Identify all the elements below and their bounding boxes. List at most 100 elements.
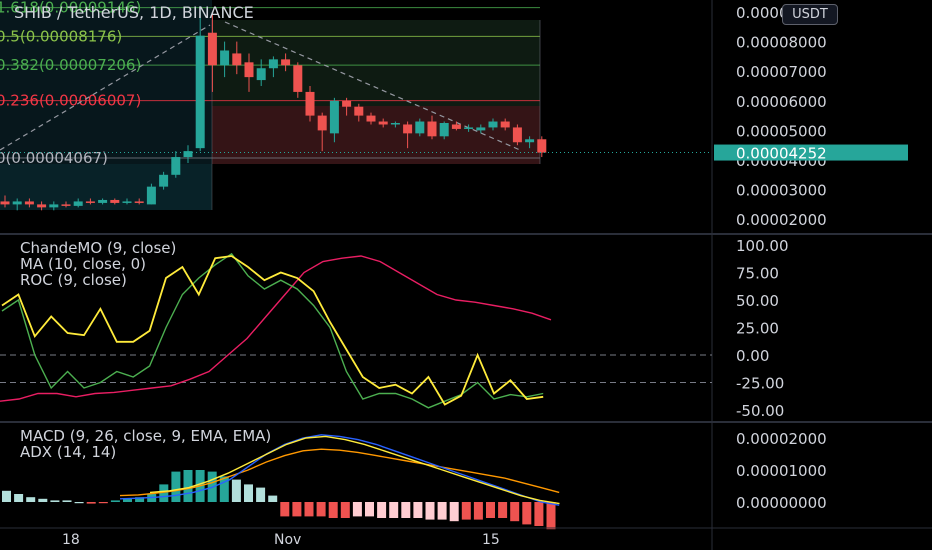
indicator-legend-macd[interactable]: MACD (9, 26, close, 9, EMA, EMA) (20, 427, 272, 445)
macd-histogram-bar (461, 502, 471, 520)
roc-line (0, 255, 552, 402)
candle (366, 115, 376, 122)
candle (256, 68, 266, 81)
time-tick-label: 15 (482, 532, 500, 548)
macd-histogram-bar (316, 502, 326, 517)
osc-tick-label: 25.00 (736, 320, 779, 338)
macd-histogram-bar (449, 502, 459, 522)
price-tick-label: 0.00008000 (736, 34, 827, 52)
macd-histogram-bar (292, 502, 302, 517)
adx-line (149, 435, 560, 505)
candle (232, 53, 242, 66)
candle (293, 65, 303, 92)
fib-zone-green (212, 20, 540, 106)
macd-histogram-bar (486, 502, 495, 518)
macd-tick-label: 0.00002000 (736, 430, 827, 448)
osc-tick-label: -50.00 (736, 402, 784, 420)
candle (146, 186, 156, 205)
candle (220, 50, 230, 66)
candle (476, 127, 486, 131)
indicator-legend-ma[interactable]: MA (10, close, 0) (20, 255, 147, 273)
time-tick-label: 18 (62, 532, 80, 548)
candle (268, 59, 278, 69)
candle (390, 123, 400, 125)
candle (195, 35, 205, 149)
candle (488, 121, 498, 128)
candle (525, 139, 535, 143)
candle (171, 157, 181, 175)
macd-histogram-bar (498, 502, 508, 518)
price-tick-label: 0.00002000 (736, 211, 827, 229)
macd-histogram-bar (473, 502, 483, 520)
macd-histogram-bar (14, 494, 24, 502)
fib-label: 0.382(0.00007206) (0, 56, 141, 74)
fib-label: 0(0.00004067) (0, 149, 108, 167)
signal-line (119, 448, 560, 497)
candle (61, 204, 71, 206)
candle (317, 115, 327, 131)
macd-histogram-bar (304, 502, 314, 517)
candle (329, 100, 339, 134)
currency-button[interactable]: USDT (782, 4, 838, 25)
candle (512, 127, 522, 143)
macd-histogram-bar (546, 502, 556, 530)
fib-label: 0.236(0.00006007) (0, 92, 141, 110)
macd-histogram-bar (2, 490, 11, 502)
macd-histogram-bar (50, 500, 60, 502)
macd-histogram-bar (437, 502, 447, 520)
candle (451, 124, 461, 129)
macd-histogram-bar (377, 502, 387, 518)
candle (0, 201, 10, 205)
candle (37, 204, 47, 208)
macd-histogram-bar (231, 479, 241, 502)
macd-histogram-bar (401, 502, 411, 518)
current-price-tag (714, 144, 908, 161)
macd-histogram-bar (110, 500, 120, 502)
candle (244, 62, 254, 78)
fib-label: 1.618(0.00009146) (0, 0, 141, 17)
macd-histogram-bar (219, 476, 229, 502)
fib-label: 0.5(0.00008176) (0, 27, 122, 45)
price-tick-label: 0.00007000 (736, 63, 827, 81)
chande-line (1, 255, 544, 406)
macd-histogram-bar (62, 500, 72, 502)
macd-histogram-bar (425, 502, 435, 520)
candle (122, 201, 132, 203)
osc-tick-label: -25.00 (736, 375, 784, 393)
macd-histogram-bar (365, 502, 374, 517)
candle (85, 201, 95, 203)
indicator-legend-roc[interactable]: ROC (9, close) (20, 271, 127, 289)
candle (342, 100, 352, 107)
candle (378, 121, 388, 125)
macd-histogram-bar (534, 502, 544, 526)
macd-histogram-bar (389, 502, 399, 518)
candle (281, 59, 291, 66)
candle (110, 199, 120, 203)
candle (183, 151, 193, 158)
macd-histogram-bar (86, 502, 96, 504)
macd-histogram-bar (328, 502, 338, 518)
trend-line-up (0, 24, 211, 151)
indicator-legend-adx[interactable]: ADX (14, 14) (20, 443, 117, 461)
macd-histogram-bar (171, 471, 181, 502)
candle (354, 106, 364, 116)
candle (427, 121, 437, 137)
chart-title: SHIB / TetherUS, 1D, BINANCE (14, 3, 254, 22)
macd-histogram-bar (340, 502, 350, 518)
candle (305, 91, 315, 116)
candle (500, 121, 510, 128)
price-tick-label: 0.00003000 (736, 182, 827, 200)
candle (415, 121, 425, 134)
indicator-legend-chande[interactable]: ChandeMO (9, close) (20, 239, 177, 257)
candle (464, 127, 474, 129)
macd-tick-label: 0.00001000 (736, 462, 827, 480)
macd-line (119, 434, 560, 506)
candle (159, 174, 169, 187)
macd-histogram-bar (98, 502, 108, 504)
candle (73, 201, 83, 206)
macd-histogram-bar (26, 497, 36, 502)
candle (403, 124, 413, 134)
macd-histogram-bar (38, 498, 48, 502)
candle (207, 32, 217, 66)
